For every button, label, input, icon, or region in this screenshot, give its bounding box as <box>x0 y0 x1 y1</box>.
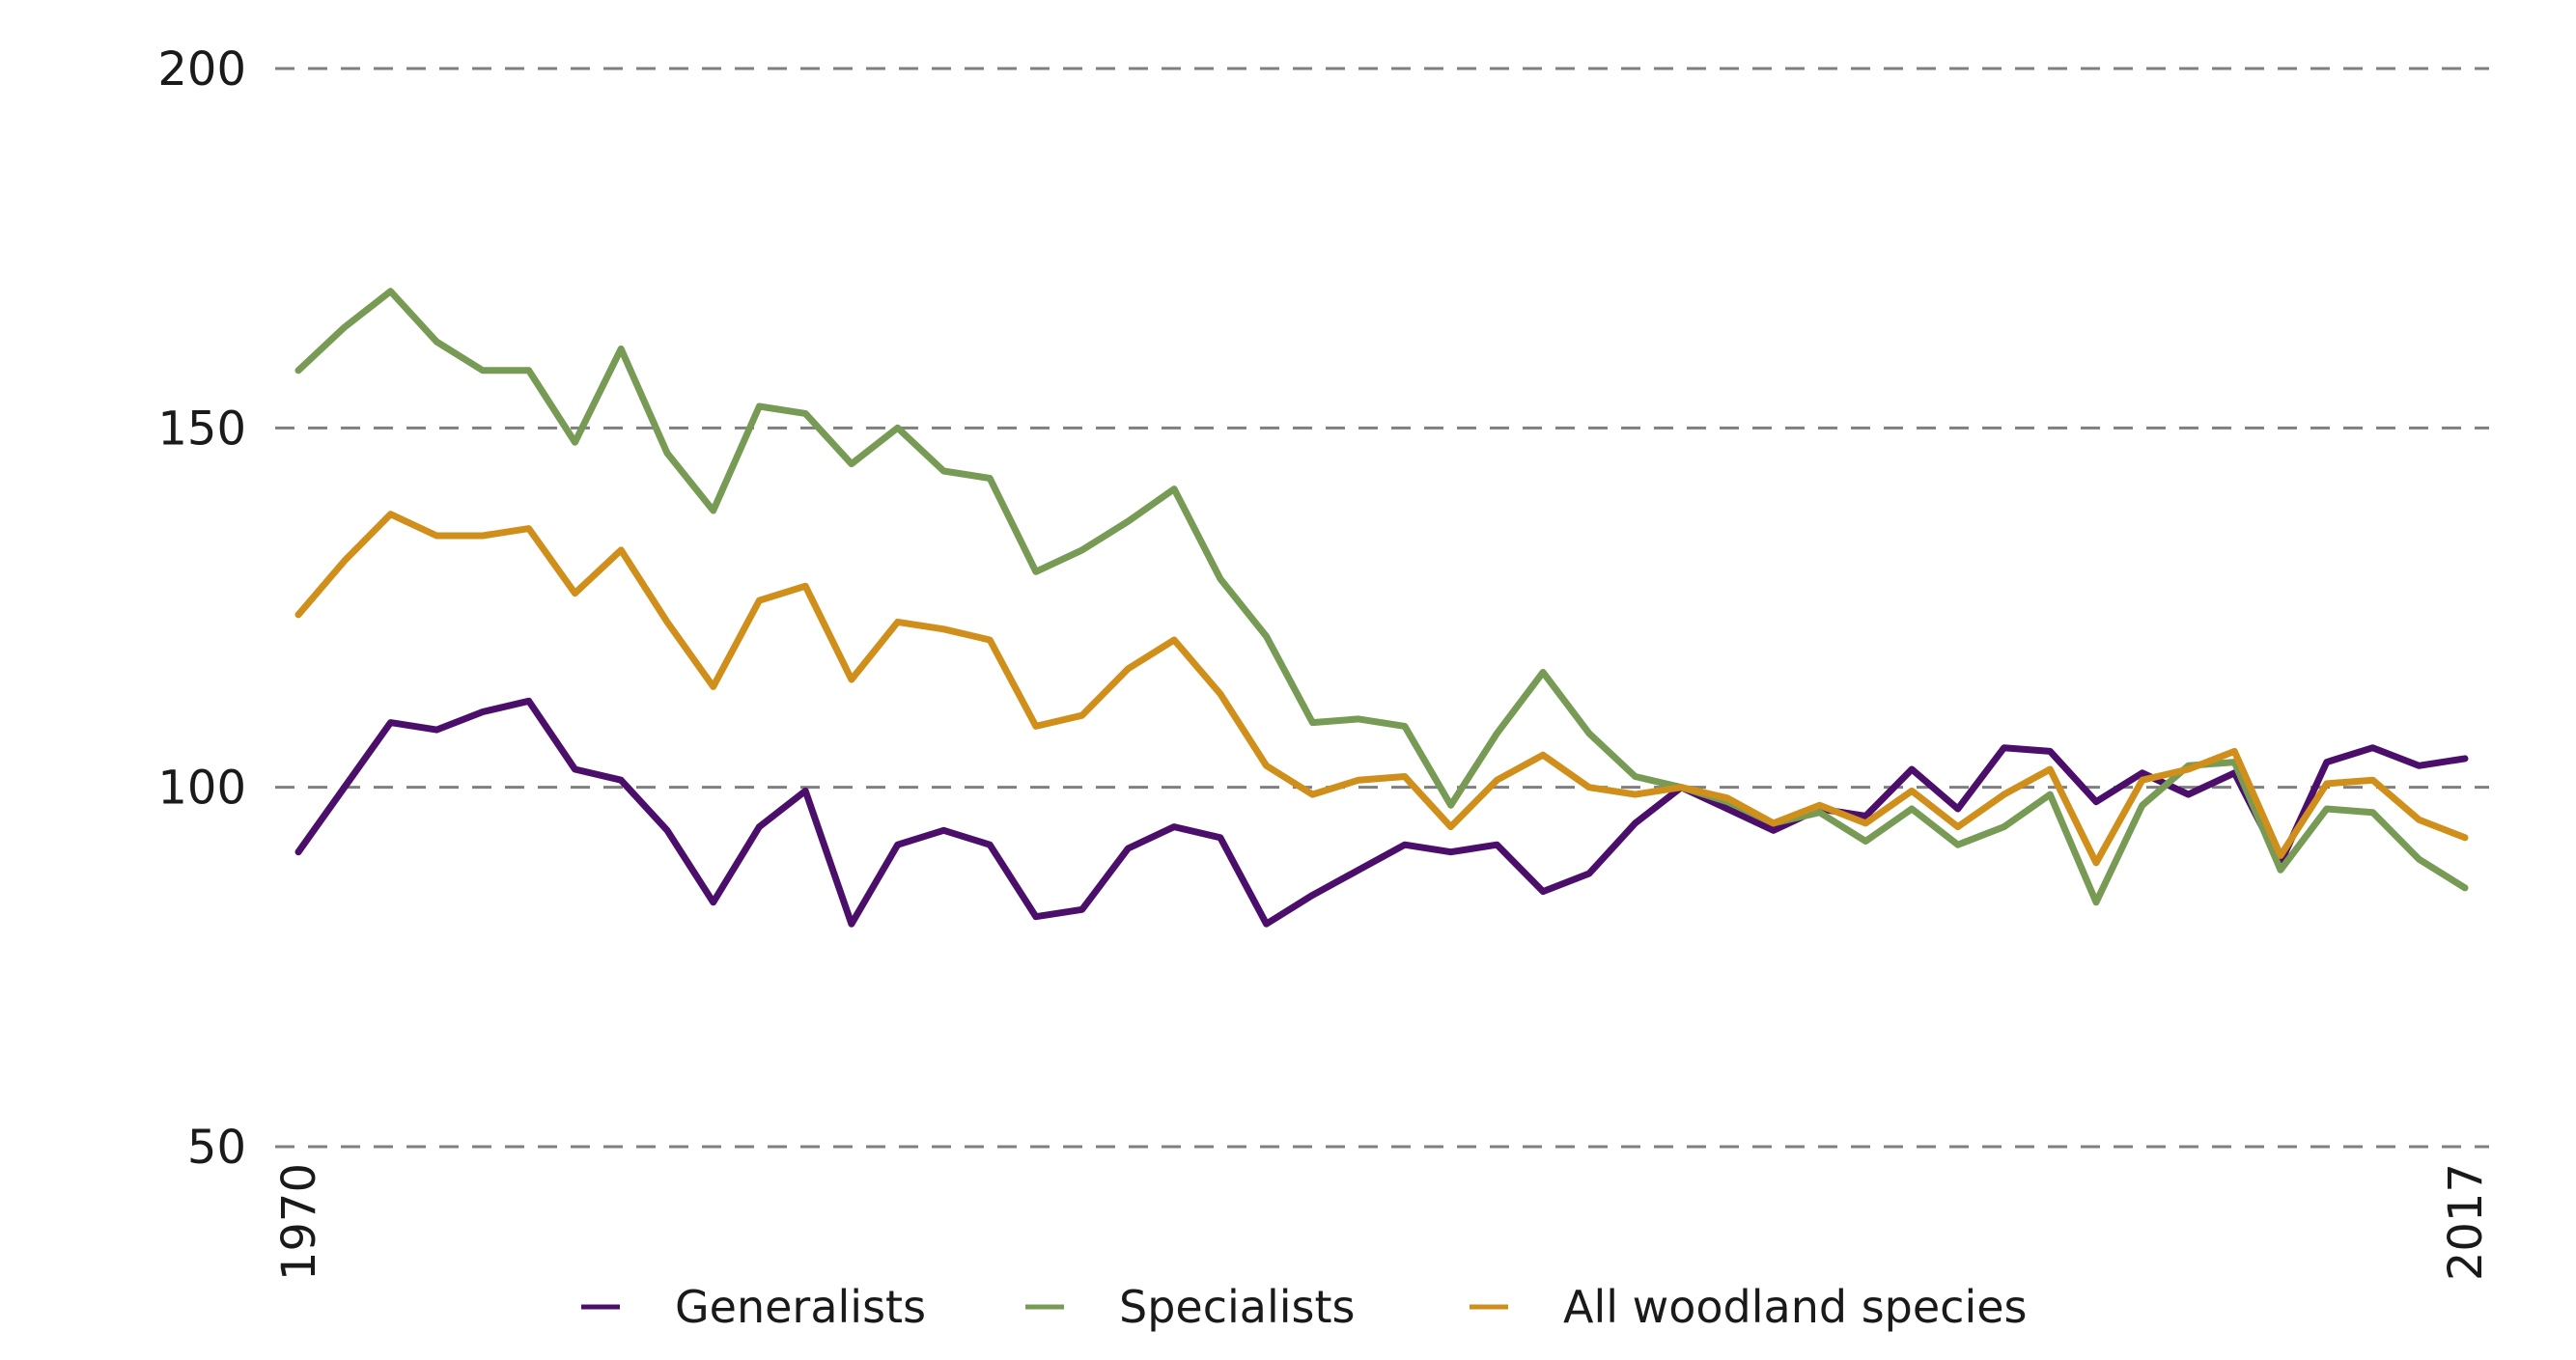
y-tick-label: 200 <box>157 42 246 97</box>
y-tick-label: 100 <box>157 762 246 816</box>
y-tick-label: 50 <box>187 1121 246 1175</box>
y-axis-ticks: 50 100 150 200 <box>157 42 246 1175</box>
y-tick-label: 150 <box>157 402 246 456</box>
series-lines <box>294 288 2469 928</box>
series-line-all-woodland-species <box>294 511 2469 867</box>
x-tick-label: 1970 <box>272 1163 326 1281</box>
gridlines <box>275 67 2489 1149</box>
legend: Generalists Specialists All woodland speci… <box>581 1281 2028 1333</box>
x-axis-ticks: 1970 2017 <box>272 1163 2493 1281</box>
series-line-specialists <box>294 288 2469 906</box>
x-tick-label: 2017 <box>2439 1163 2493 1281</box>
series-line-generalists <box>294 697 2469 928</box>
legend-label: Specialists <box>1119 1281 1356 1333</box>
legend-label: All woodland species <box>1563 1281 2028 1333</box>
legend-label: Generalists <box>675 1281 926 1333</box>
